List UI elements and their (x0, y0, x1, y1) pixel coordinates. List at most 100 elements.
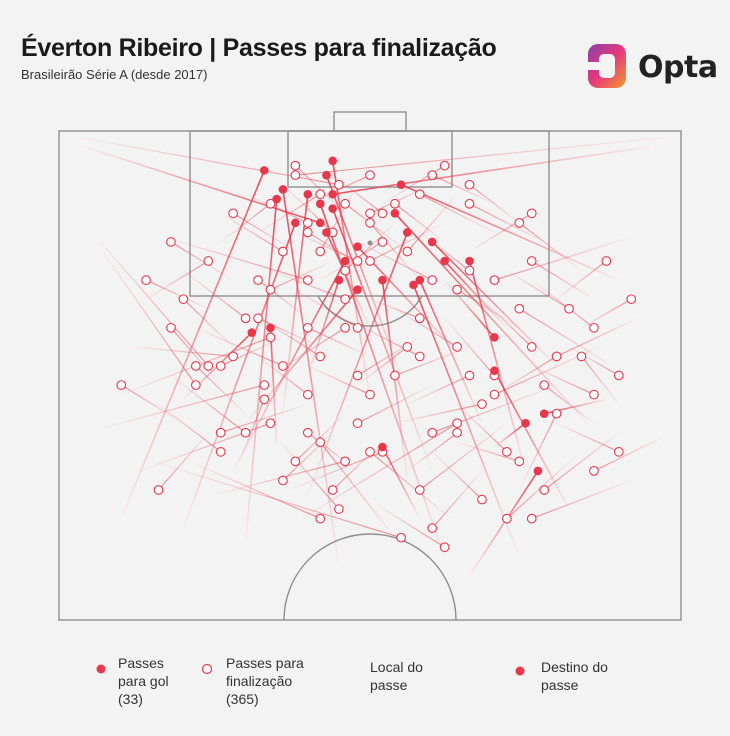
shot-pass-line-8 (139, 422, 271, 472)
shot-pass-point-114 (390, 198, 400, 209)
shot-pass-line-28 (419, 422, 508, 491)
shot-pass-point-70 (253, 313, 263, 324)
shot-pass-point-108 (265, 198, 276, 209)
shot-pass-line-2 (102, 251, 197, 386)
goal-pass-line-20 (493, 370, 570, 510)
shot-pass-line-75 (307, 365, 371, 396)
goal-pass-line-14 (400, 183, 620, 281)
legend-origin: Local do passe (370, 658, 423, 694)
goal-pass-point-6 (415, 275, 425, 285)
legend-shot-line3: (365) (226, 691, 259, 707)
opta-logo-text: Opta (638, 50, 718, 85)
shot-pass-point-74 (302, 389, 313, 400)
goal-pass-line-21 (493, 422, 526, 448)
shot-pass-line-69 (307, 327, 371, 357)
shot-pass-line-87 (158, 403, 222, 453)
shot-pass-line-76 (357, 346, 408, 386)
goal-pass-point-15 (409, 280, 418, 290)
goal-pass-point-31 (334, 275, 344, 285)
shot-pass-line-92 (456, 441, 520, 462)
shot-pass-line-1 (164, 236, 308, 281)
goal-pass-line-8 (468, 260, 527, 472)
goal-pass-point-8 (465, 256, 474, 266)
shot-pass-line-36 (133, 346, 234, 358)
shot-pass-point-3 (489, 275, 500, 285)
shot-pass-point-34 (166, 322, 176, 333)
shot-pass-line-74 (257, 355, 309, 396)
shot-pass-point-97 (253, 275, 263, 285)
shot-pass-line-63 (506, 270, 570, 310)
shot-pass-point-88 (153, 485, 164, 495)
goal-pass-line-30 (444, 260, 508, 329)
goal-pass-point-10 (390, 209, 400, 218)
shot-pass-point-1 (302, 275, 313, 285)
shot-pass-point-91 (452, 427, 462, 438)
shot-pass-point-83 (327, 485, 338, 495)
page-subtitle: Brasileirão Série A (desde 2017) (21, 67, 208, 82)
shot-pass-point-38 (315, 351, 326, 362)
shot-pass-point-41 (452, 342, 462, 352)
shot-pass-point-69 (302, 322, 313, 333)
shot-pass-point-43 (526, 342, 537, 352)
shot-pass-point-19 (551, 408, 562, 419)
shot-pass-point-21 (539, 485, 550, 495)
shot-pass-line-64 (556, 260, 607, 300)
shot-pass-point-51 (265, 284, 276, 295)
goal-pass-point-20 (490, 366, 499, 376)
shot-pass-point-6 (259, 380, 270, 390)
legend-goal-line3: (33) (118, 691, 143, 707)
pitch-lines (58, 111, 682, 621)
shot-pass-point-106 (302, 218, 313, 228)
shot-pass-point-31 (290, 456, 301, 467)
shot-pass-point-93 (613, 446, 624, 457)
shot-pass-point-78 (501, 446, 512, 457)
goal-pass-point-29 (315, 218, 325, 228)
shot-pass-point-80 (589, 389, 599, 400)
shot-pass-line-71 (220, 336, 284, 367)
shot-pass-line-109 (469, 184, 520, 224)
shot-pass-line-39 (295, 289, 358, 329)
shot-pass-point-60 (427, 275, 438, 285)
goal-pass-line-9 (431, 241, 558, 367)
shot-pass-point-20 (501, 513, 512, 524)
shot-pass-point-99 (365, 218, 375, 228)
shot-pass-line-15 (301, 422, 458, 520)
shot-pass-point-13 (334, 504, 344, 514)
goal-pass-point-11 (259, 166, 269, 175)
shot-pass-point-27 (427, 427, 438, 438)
shot-pass-line-98 (369, 298, 420, 319)
shot-pass-line-90 (307, 432, 358, 472)
shot-pass-point-36 (228, 351, 239, 362)
shot-pass-point-22 (526, 513, 537, 524)
shot-pass-point-82 (278, 475, 288, 486)
goal-pass-line-1 (325, 174, 402, 376)
goal-pass-point-7 (353, 285, 362, 294)
shot-pass-point-67 (390, 370, 400, 381)
goal-pass-point-24 (539, 409, 549, 418)
shot-pass-line-55 (183, 270, 246, 319)
goal-pass-line-12 (282, 189, 340, 567)
shot-pass-line-81 (568, 346, 620, 377)
goal-pass-point-4 (328, 204, 337, 213)
goal-pass-line-17 (232, 260, 346, 472)
shot-pass-point-76 (402, 342, 413, 352)
shot-pass-line-94 (543, 384, 595, 424)
shot-pass-point-32 (215, 427, 226, 438)
shot-pass-point-28 (414, 485, 425, 495)
shot-pass-point-58 (340, 294, 350, 305)
goal-pass-point-0 (328, 156, 337, 166)
penalty-arc (317, 295, 423, 327)
shot-pass-point-64 (601, 256, 612, 266)
shot-pass-line-37 (195, 327, 284, 367)
shot-pass-line-6 (102, 384, 265, 429)
shot-pass-point-30 (477, 399, 487, 409)
goal-pass-line-3 (182, 222, 297, 529)
shot-pass-point-92 (514, 456, 525, 467)
shot-pass-line-4 (295, 136, 669, 176)
shot-pass-point-57 (166, 237, 176, 247)
shot-pass-line-114 (394, 203, 446, 243)
shot-pass-point-0 (203, 361, 214, 371)
shot-pass-point-111 (315, 246, 326, 257)
goal-pass-line-10 (394, 212, 589, 424)
shot-pass-point-53 (315, 189, 326, 200)
